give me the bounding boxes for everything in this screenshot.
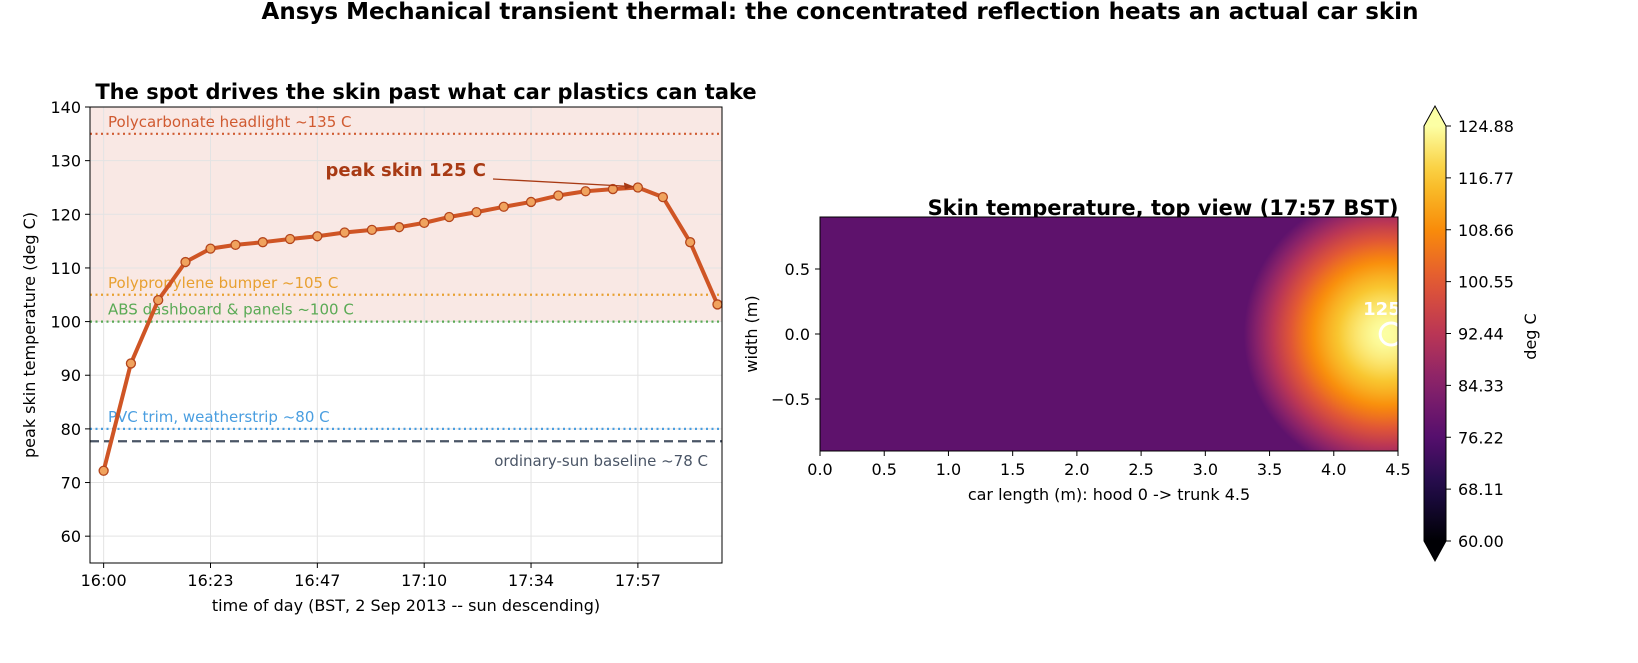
line-chart-title: The spot drives the skin past what car p… bbox=[95, 80, 756, 104]
colorbar: 124.88 116.77 108.66 100.55 92.44 84.33 76.22 6… bbox=[1423, 104, 1540, 563]
annotation-arrow bbox=[492, 178, 632, 188]
data-point bbox=[312, 231, 323, 242]
data-point bbox=[419, 217, 430, 229]
x-tick-label: 16:47 bbox=[294, 571, 340, 590]
data-point bbox=[607, 183, 619, 195]
heatmap-hotspot bbox=[1243, 217, 1398, 451]
data-point bbox=[580, 186, 591, 197]
colorbar-min-extension bbox=[1424, 541, 1446, 561]
colorbar-tick-label: 60.00 bbox=[1458, 532, 1504, 551]
x-tick-label: 3.5 bbox=[1257, 460, 1282, 479]
colorbar-body bbox=[1424, 126, 1446, 541]
series-layer bbox=[98, 182, 723, 476]
x-tick-label: 17:57 bbox=[615, 571, 661, 590]
colorbar-max-extension bbox=[1424, 106, 1446, 126]
reference-line-label: Polycarbonate headlight ~135 C bbox=[108, 113, 352, 131]
reference-line-label: PVC trim, weatherstrip ~80 C bbox=[108, 408, 330, 426]
line-chart-y-axis-label: peak skin temperature (deg C) bbox=[20, 212, 39, 458]
x-tick-label: 4.5 bbox=[1385, 460, 1410, 479]
y-tick-label: 130 bbox=[50, 152, 81, 171]
data-point bbox=[339, 227, 350, 238]
colorbar-label: deg C bbox=[1521, 313, 1540, 359]
hotspot-ring bbox=[1378, 321, 1398, 347]
y-tick-label: 70 bbox=[61, 474, 81, 493]
hotspot-label: 125 bbox=[1363, 299, 1401, 320]
heatmap-x-axis-label: car length (m): hood 0 -> trunk 4.5 bbox=[968, 485, 1250, 504]
reference-line-label: Polypropylene bumper ~105 C bbox=[108, 274, 338, 292]
data-point bbox=[444, 211, 455, 223]
line-chart-ticks: 60 70 80 90 100 110 120 130 140 16:00 16:23 16:47 17… bbox=[50, 98, 660, 590]
colorbar-ticks: 124.88 116.77 108.66 100.55 92.44 84.33 76.22 6… bbox=[1446, 117, 1514, 551]
reference-line-label: ordinary-sun baseline ~78 C bbox=[494, 452, 708, 470]
colorbar-tick-label: 116.77 bbox=[1458, 169, 1514, 188]
data-point bbox=[205, 243, 216, 254]
data-point bbox=[685, 237, 696, 248]
data-point bbox=[471, 206, 482, 218]
x-tick-label: 2.0 bbox=[1064, 460, 1089, 479]
y-tick-label: 0.5 bbox=[785, 260, 810, 279]
data-point bbox=[712, 299, 723, 310]
line-chart-frame bbox=[89, 106, 723, 564]
data-point bbox=[230, 239, 241, 251]
x-tick-label: 17:34 bbox=[508, 571, 554, 590]
heatmap-y-axis-label: width (m) bbox=[742, 295, 761, 372]
x-tick-label: 4.0 bbox=[1321, 460, 1346, 479]
colorbar-tick-label: 100.55 bbox=[1458, 273, 1514, 292]
y-tick-label: 110 bbox=[50, 259, 81, 278]
annotation-label: peak skin 125 C bbox=[326, 160, 486, 181]
x-tick-label: 1.5 bbox=[1000, 460, 1025, 479]
y-tick-label: 90 bbox=[61, 366, 81, 385]
x-tick-label: 17:10 bbox=[401, 571, 447, 590]
data-point bbox=[366, 224, 378, 236]
y-tick-label: 100 bbox=[50, 313, 81, 332]
x-tick-label: 0.5 bbox=[871, 460, 896, 479]
x-tick-label: 0.0 bbox=[807, 460, 832, 479]
figure-title: Ansys Mechanical transient thermal: the … bbox=[262, 0, 1419, 25]
colorbar-tick-label: 76.22 bbox=[1458, 428, 1504, 447]
data-point bbox=[498, 201, 509, 212]
colorbar-tick-label: 68.11 bbox=[1458, 480, 1504, 499]
data-point bbox=[257, 237, 268, 248]
y-tick-label: 140 bbox=[50, 98, 81, 117]
x-tick-label: 3.0 bbox=[1193, 460, 1218, 479]
line-chart: The spot drives the skin past what car p… bbox=[20, 80, 757, 615]
data-point bbox=[125, 358, 137, 369]
heatmap-chart: Skin temperature, top view (17:57 BST) 1… bbox=[742, 104, 1540, 563]
line-chart-x-axis-label: time of day (BST, 2 Sep 2013 -- sun desc… bbox=[212, 596, 600, 615]
data-point bbox=[632, 182, 644, 193]
data-point bbox=[153, 294, 164, 306]
colorbar-tick-label: 84.33 bbox=[1458, 376, 1504, 395]
data-point bbox=[553, 190, 564, 201]
peak-annotation-layer: peak skin 125 C bbox=[326, 160, 634, 190]
data-point bbox=[284, 233, 296, 245]
y-tick-label: 0.0 bbox=[785, 325, 810, 344]
heatmap-title: Skin temperature, top view (17:57 BST) bbox=[928, 196, 1399, 220]
annotation-arrowhead bbox=[623, 182, 634, 190]
x-tick-label: 16:00 bbox=[81, 571, 127, 590]
y-tick-label: 120 bbox=[50, 205, 81, 224]
heatmap-ticks: 0.0 0.5 1.0 1.5 2.0 2.5 3.0 3.5 4.0 4.5 0.5 0.0 −0.5 bbox=[771, 260, 1411, 479]
x-tick-label: 2.5 bbox=[1128, 460, 1153, 479]
data-point bbox=[98, 465, 109, 476]
data-point bbox=[180, 256, 191, 268]
y-tick-label: −0.5 bbox=[771, 390, 810, 409]
y-tick-label: 60 bbox=[61, 527, 81, 546]
colorbar-tick-label: 108.66 bbox=[1458, 221, 1514, 240]
data-point bbox=[394, 222, 405, 233]
x-tick-label: 16:23 bbox=[187, 571, 233, 590]
data-point bbox=[525, 196, 537, 208]
colorbar-tick-label: 92.44 bbox=[1458, 325, 1504, 344]
reference-line-label: ABS dashboard & panels ~100 C bbox=[108, 301, 354, 319]
colorbar-tick-label: 124.88 bbox=[1458, 117, 1514, 136]
heatmap-field: 125 bbox=[820, 217, 1401, 451]
x-tick-label: 1.0 bbox=[936, 460, 961, 479]
y-tick-label: 80 bbox=[61, 420, 81, 439]
data-point bbox=[657, 191, 669, 203]
